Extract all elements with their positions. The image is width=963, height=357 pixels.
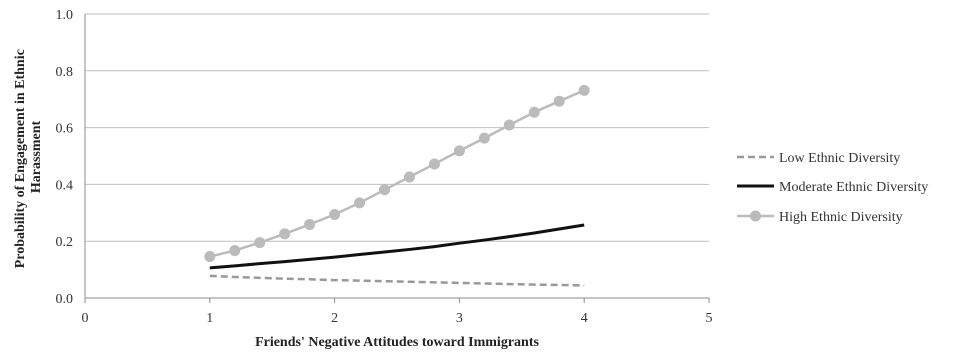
y-tick-label: 0.4	[56, 178, 74, 193]
y-axis-title-line-2: Harassment	[29, 121, 44, 194]
x-tick-label: 5	[706, 311, 713, 326]
plot-area	[204, 84, 590, 287]
data-point	[403, 171, 415, 183]
y-tick-label: 1.0	[56, 8, 74, 23]
y-tick-label: 0.2	[56, 235, 74, 250]
x-tick-label: 1	[206, 311, 213, 326]
legend-label: Low Ethnic Diversity	[779, 151, 900, 166]
data-point	[379, 184, 391, 196]
gridlines	[85, 13, 709, 242]
y-axis: 0.0 0.2 0.4 0.6 0.8 1.0	[56, 8, 86, 307]
legend-label: High Ethnic Diversity	[779, 210, 903, 225]
y-tick-label: 0.0	[56, 292, 74, 307]
data-point	[453, 145, 465, 157]
x-tick-label: 3	[456, 311, 463, 326]
data-point	[254, 237, 266, 249]
data-point	[578, 84, 590, 96]
data-point	[279, 228, 291, 240]
series-line	[209, 223, 585, 270]
series-line	[209, 274, 585, 287]
data-point	[478, 132, 490, 144]
y-axis-title: Probability of Engagement in Ethnic Hara…	[13, 46, 44, 269]
data-point	[304, 218, 316, 230]
y-tick-label: 0.8	[56, 65, 74, 80]
legend-label: Moderate Ethnic Diversity	[779, 180, 928, 195]
x-axis-title: Friends' Negative Attitudes toward Immig…	[255, 335, 539, 350]
data-point	[428, 158, 440, 170]
legend: Low Ethnic Diversity Moderate Ethnic Dive…	[737, 151, 928, 225]
data-point	[553, 95, 565, 107]
x-tick-label: 2	[331, 311, 338, 326]
data-point	[204, 251, 216, 263]
y-tick-label: 0.6	[56, 122, 74, 137]
data-point	[503, 119, 515, 131]
y-axis-title-line-1: Probability of Engagement in Ethnic	[13, 49, 28, 268]
series-line	[209, 89, 585, 258]
x-tick-label: 4	[581, 311, 588, 326]
data-point	[528, 106, 540, 118]
legend-marker	[750, 210, 761, 222]
data-point	[229, 245, 241, 257]
x-tick-label: 0	[82, 311, 89, 326]
data-point	[354, 197, 366, 209]
x-axis: 0 1 2 3 4 5	[82, 297, 713, 326]
data-point	[329, 209, 341, 221]
